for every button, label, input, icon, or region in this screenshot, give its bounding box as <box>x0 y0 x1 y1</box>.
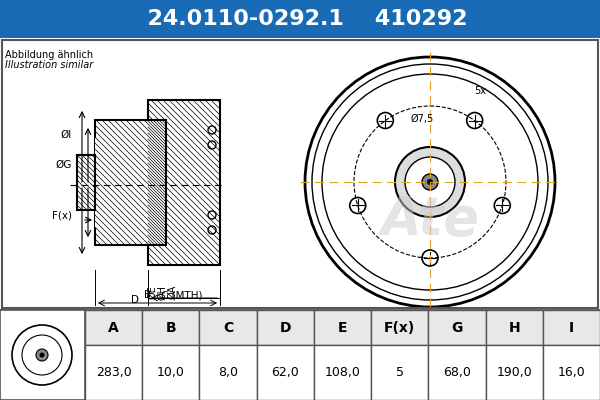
Text: D: D <box>131 295 139 305</box>
Circle shape <box>36 349 48 361</box>
Text: 10,0: 10,0 <box>157 366 185 379</box>
Text: 68,0: 68,0 <box>443 366 471 379</box>
Circle shape <box>208 126 216 134</box>
FancyBboxPatch shape <box>543 345 600 400</box>
FancyBboxPatch shape <box>485 345 543 400</box>
FancyBboxPatch shape <box>199 345 257 400</box>
Text: 16,0: 16,0 <box>557 366 585 379</box>
Text: ØA: ØA <box>167 285 177 299</box>
Circle shape <box>427 179 433 185</box>
FancyBboxPatch shape <box>0 38 600 310</box>
FancyBboxPatch shape <box>199 310 257 345</box>
FancyBboxPatch shape <box>257 345 314 400</box>
FancyBboxPatch shape <box>314 310 371 345</box>
Text: Illustration similar: Illustration similar <box>5 60 93 70</box>
Text: C: C <box>223 320 233 334</box>
Circle shape <box>208 211 216 219</box>
Circle shape <box>405 157 455 207</box>
FancyBboxPatch shape <box>428 345 485 400</box>
FancyBboxPatch shape <box>142 345 199 400</box>
Circle shape <box>422 174 438 190</box>
FancyBboxPatch shape <box>314 345 371 400</box>
Text: B: B <box>166 320 176 334</box>
FancyBboxPatch shape <box>0 0 600 38</box>
Text: Ate: Ate <box>380 194 479 246</box>
Text: G: G <box>451 320 463 334</box>
Text: D: D <box>280 320 291 334</box>
Text: 108,0: 108,0 <box>325 366 361 379</box>
Text: E: E <box>338 320 347 334</box>
FancyBboxPatch shape <box>85 310 142 345</box>
Circle shape <box>467 112 482 128</box>
FancyBboxPatch shape <box>0 310 85 400</box>
Text: I: I <box>569 320 574 334</box>
Circle shape <box>40 352 44 358</box>
Text: ØG: ØG <box>56 160 72 170</box>
Text: 62,0: 62,0 <box>271 366 299 379</box>
Text: 5: 5 <box>396 366 404 379</box>
Circle shape <box>208 226 216 234</box>
FancyBboxPatch shape <box>371 310 428 345</box>
Text: Abbildung ähnlich: Abbildung ähnlich <box>5 50 93 60</box>
FancyBboxPatch shape <box>371 345 428 400</box>
Text: ØH: ØH <box>157 285 167 300</box>
Text: 5x: 5x <box>474 86 486 96</box>
Text: F(x): F(x) <box>384 320 415 334</box>
Circle shape <box>208 141 216 149</box>
Text: 283,0: 283,0 <box>96 366 131 379</box>
FancyBboxPatch shape <box>428 310 485 345</box>
FancyBboxPatch shape <box>485 310 543 345</box>
Bar <box>95 120 166 245</box>
Text: ØE: ØE <box>147 285 157 299</box>
Text: A: A <box>108 320 119 334</box>
Text: C (MTH): C (MTH) <box>161 290 203 300</box>
FancyBboxPatch shape <box>85 345 142 400</box>
Bar <box>148 100 220 265</box>
Text: 24.0110-0292.1    410292: 24.0110-0292.1 410292 <box>132 9 468 29</box>
FancyBboxPatch shape <box>142 310 199 345</box>
Circle shape <box>422 250 438 266</box>
Text: H: H <box>508 320 520 334</box>
Text: 8,0: 8,0 <box>218 366 238 379</box>
Circle shape <box>377 112 394 128</box>
Text: F(x): F(x) <box>52 210 72 220</box>
Text: Ø7,5: Ø7,5 <box>410 114 434 124</box>
Bar <box>2 40 598 308</box>
FancyBboxPatch shape <box>0 310 600 400</box>
FancyBboxPatch shape <box>543 310 600 345</box>
Bar <box>77 155 95 210</box>
Circle shape <box>350 198 366 214</box>
Text: 190,0: 190,0 <box>496 366 532 379</box>
Text: B: B <box>145 290 152 300</box>
Text: ØI: ØI <box>61 130 72 140</box>
Bar <box>95 138 110 228</box>
FancyBboxPatch shape <box>257 310 314 345</box>
Circle shape <box>395 147 465 217</box>
Circle shape <box>494 198 510 214</box>
